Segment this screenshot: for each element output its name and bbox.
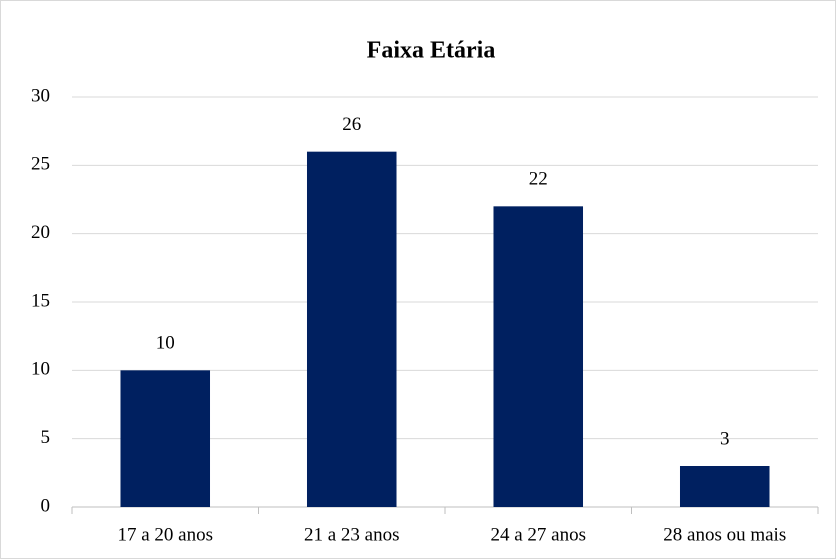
x-tick-label: 28 anos ou mais [663, 524, 786, 545]
data-label: 10 [156, 333, 175, 354]
y-tick-label: 15 [31, 290, 50, 311]
bar [679, 466, 770, 507]
bar [120, 370, 211, 507]
y-tick-label: 30 [31, 85, 50, 106]
y-tick-label: 0 [41, 495, 51, 516]
data-label: 26 [342, 114, 361, 135]
bar [306, 151, 397, 507]
bar [493, 206, 584, 508]
y-tick-label: 5 [41, 427, 51, 448]
data-label: 3 [720, 428, 730, 449]
x-tick-label: 21 a 23 anos [304, 524, 400, 545]
y-tick-label: 25 [31, 154, 50, 175]
x-tick-label: 17 a 20 anos [117, 524, 213, 545]
y-tick-label: 10 [31, 359, 50, 380]
chart-title: Faixa Etária [367, 38, 496, 64]
y-tick-label: 20 [31, 222, 50, 243]
data-label: 22 [529, 169, 548, 190]
x-tick-label: 24 a 27 anos [490, 524, 586, 545]
